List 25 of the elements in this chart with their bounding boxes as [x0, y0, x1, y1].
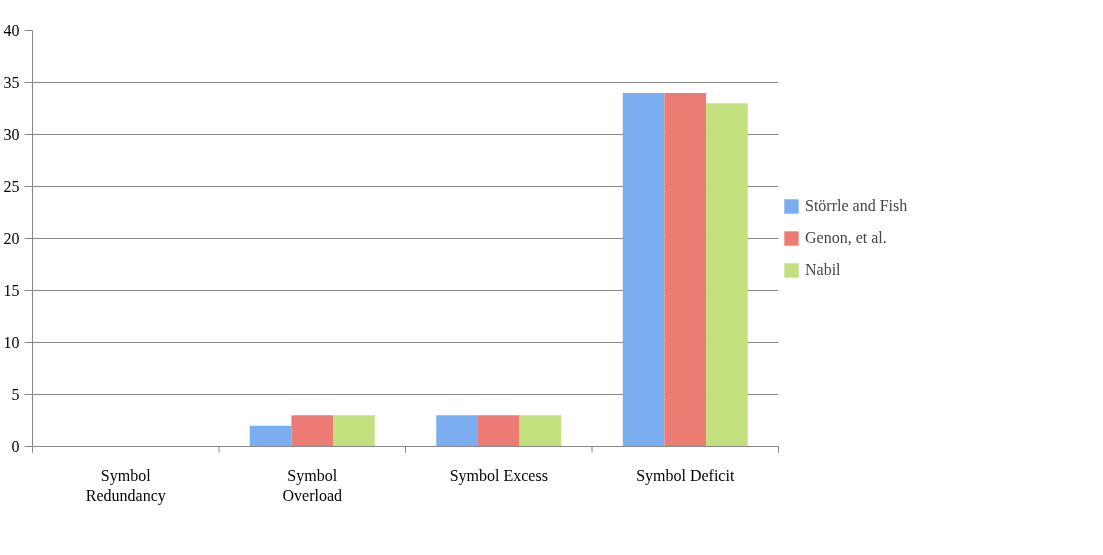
- y-tick-label: 35: [3, 74, 20, 91]
- y-tick-label: 5: [11, 386, 20, 403]
- x-tick-label: Symbol Overload: [282, 466, 343, 504]
- y-tick-label: 30: [3, 126, 20, 143]
- y-tick-label: 25: [3, 178, 20, 195]
- x-tick-label: Symbol Redundancy: [85, 466, 166, 505]
- bar: [706, 103, 748, 447]
- x-tick-label: Symbol Excess: [449, 466, 548, 485]
- legend-label: Störrle and Fish: [805, 197, 908, 215]
- bar: [436, 415, 478, 447]
- legend-label: Nabil: [805, 261, 841, 279]
- bar: [333, 415, 375, 447]
- y-tick-label: 0: [11, 438, 20, 455]
- bar: [249, 425, 292, 447]
- y-tick-label: 20: [3, 230, 20, 247]
- bar: [664, 92, 707, 447]
- x-tick-label: Symbol Deficit: [636, 466, 735, 485]
- bar: [291, 415, 334, 447]
- y-tick-label: 10: [3, 334, 20, 351]
- bar: [519, 415, 562, 447]
- bar: [477, 415, 520, 447]
- legend-label: Genon, et al.: [805, 229, 887, 247]
- y-tick-label: 40: [3, 22, 20, 39]
- bar: [622, 92, 665, 447]
- y-tick-label: 15: [3, 282, 20, 299]
